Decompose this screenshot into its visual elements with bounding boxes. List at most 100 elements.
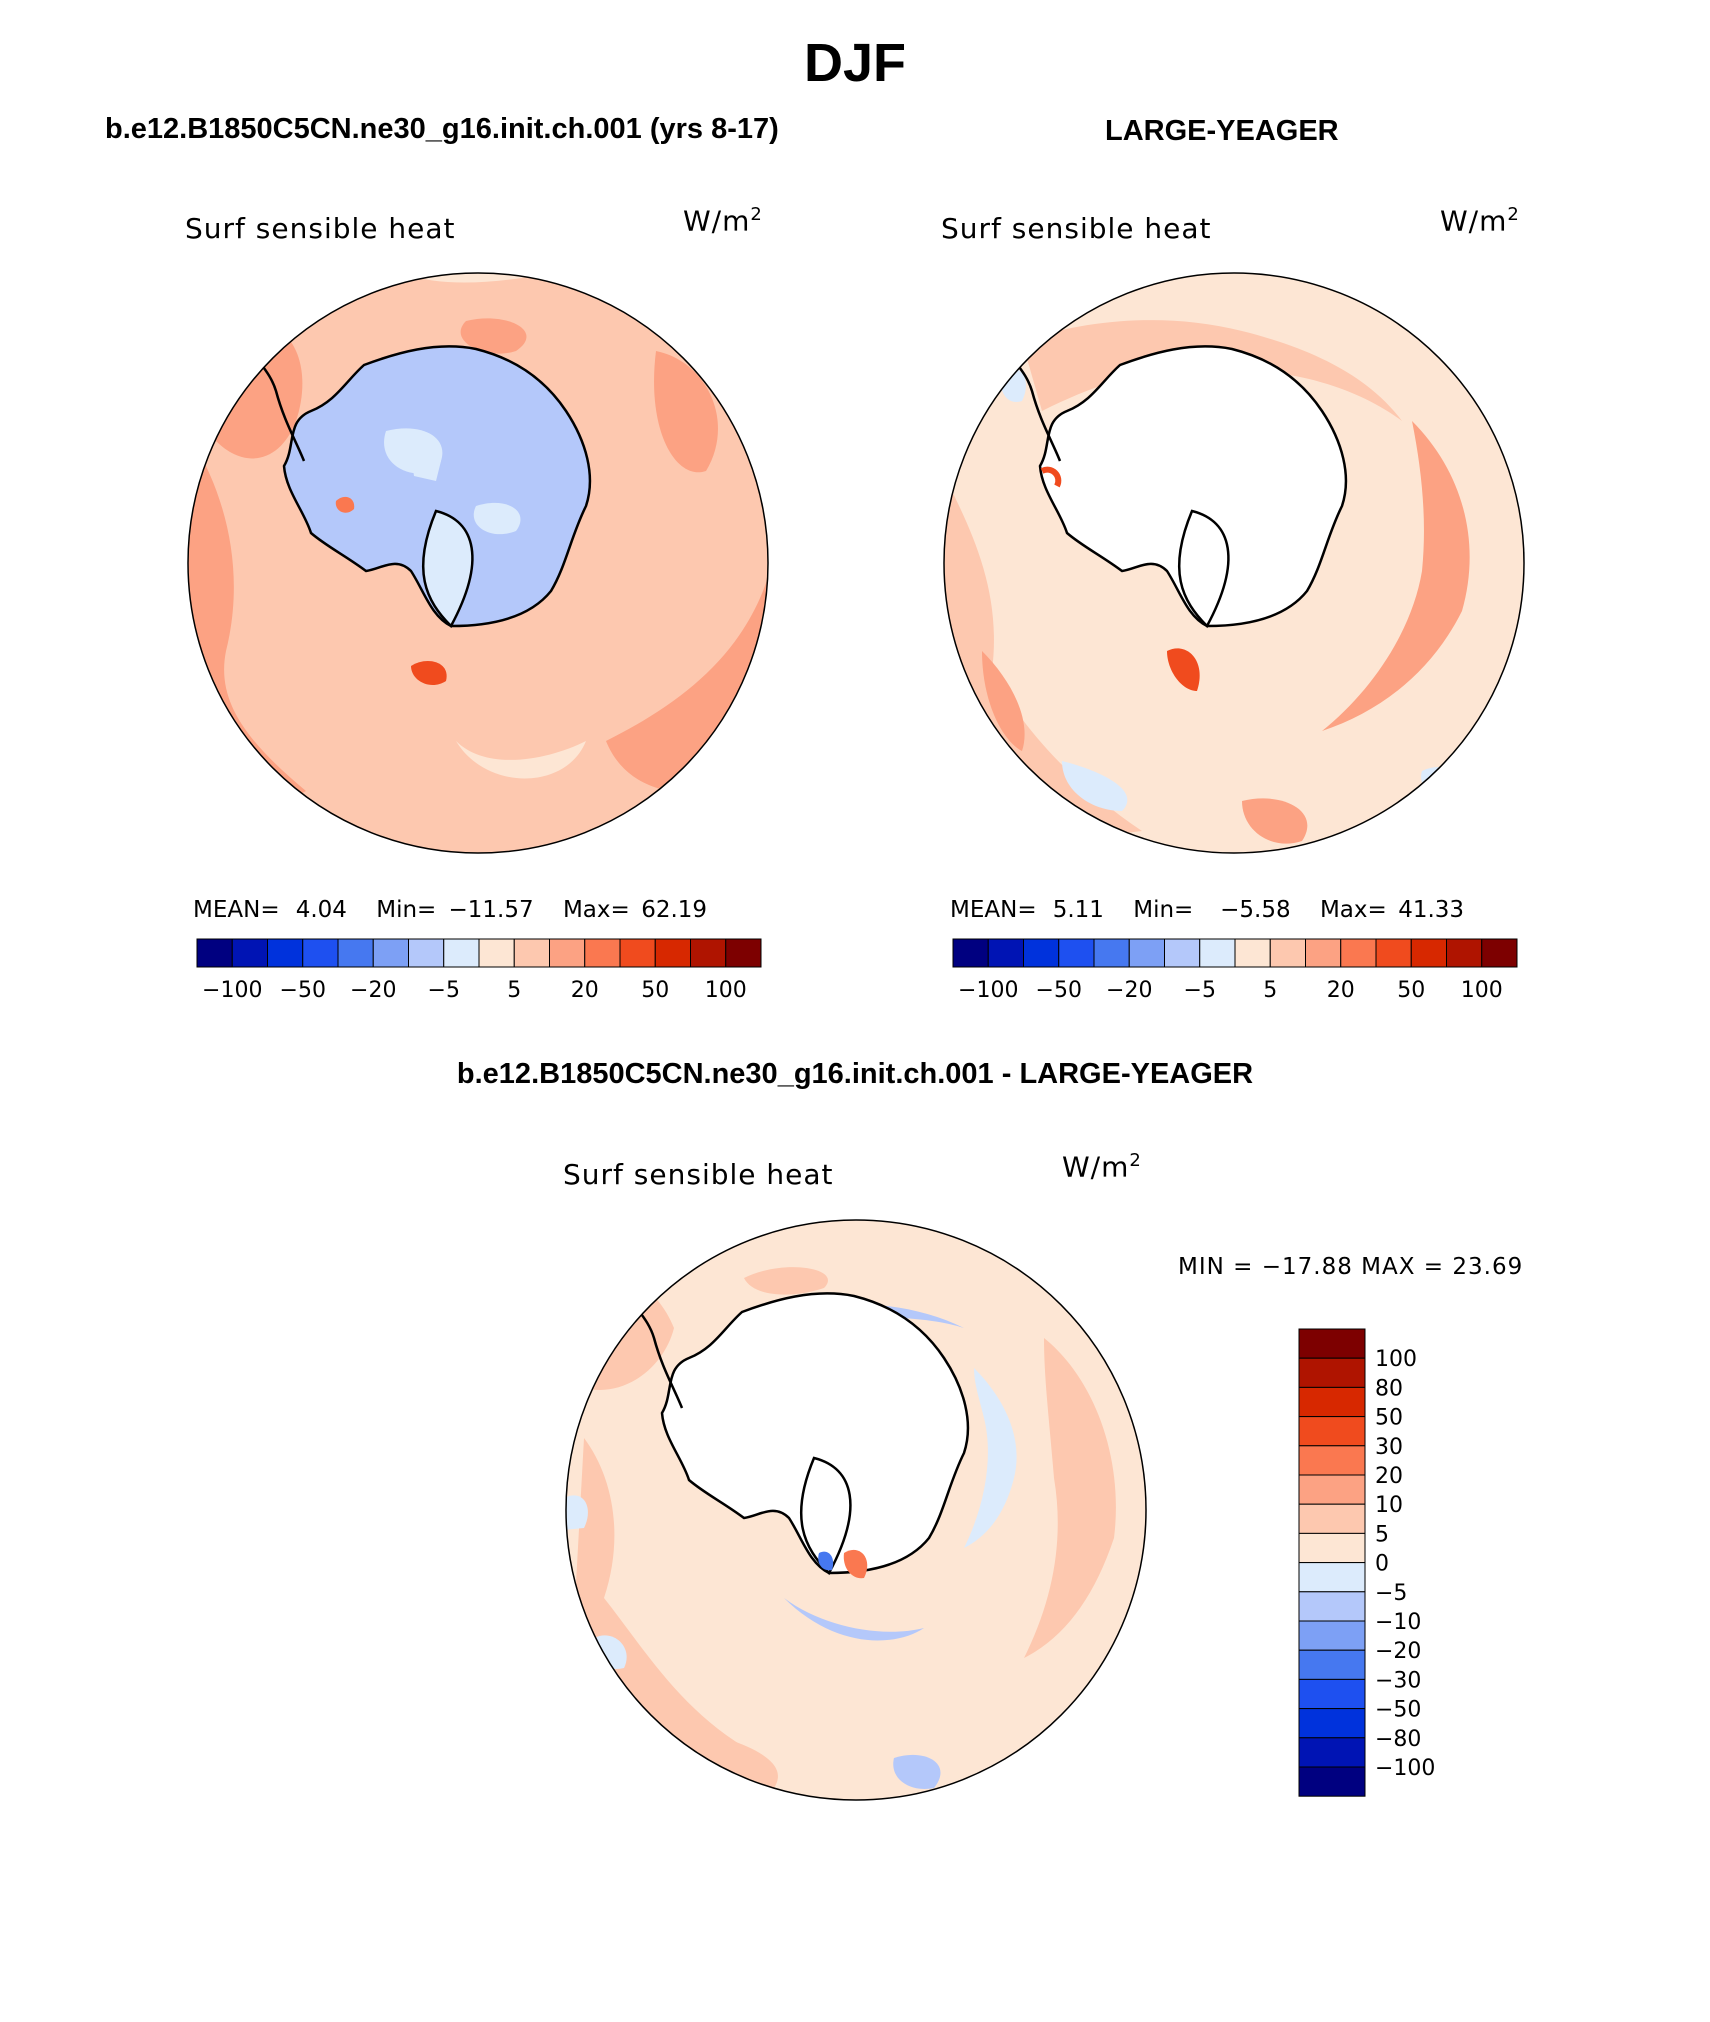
right-mean-value: 5.11 <box>1052 897 1104 923</box>
right-colorbar-label: −5 <box>1184 978 1216 1003</box>
left-colorbar-label: −50 <box>280 978 326 1003</box>
diff-colorbar-box <box>1298 1328 1366 1359</box>
diff-colorbar-label: 100 <box>1375 1347 1417 1372</box>
right-colorbar-box <box>1093 938 1130 968</box>
right-colorbar-box <box>1269 938 1306 968</box>
left-colorbar-label: 20 <box>571 978 599 1003</box>
right-variable-label: Surf sensible heat <box>941 212 1212 245</box>
diff-colorbar-label: 5 <box>1375 1522 1389 1547</box>
left-colorbar-box <box>302 938 339 968</box>
right-colorbar-box <box>1481 938 1518 968</box>
right-colorbar-label: 5 <box>1263 978 1277 1003</box>
diff-colorbar-label: 20 <box>1375 1464 1403 1489</box>
left-min-label: Min= <box>376 897 437 923</box>
diff-colorbar-label: −80 <box>1375 1727 1421 1752</box>
right-colorbar-label: 50 <box>1397 978 1425 1003</box>
diff-colorbar-box <box>1298 1503 1366 1534</box>
diff-colorbar-box <box>1298 1386 1366 1418</box>
right-colorbar-label: −50 <box>1036 978 1082 1003</box>
right-max-label: Max= <box>1319 897 1387 923</box>
left-colorbar-box <box>725 938 762 968</box>
diff-colorbar-box <box>1298 1766 1366 1797</box>
right-colorbar-box <box>1340 938 1377 968</box>
left-colorbar-box <box>654 938 691 968</box>
left-colorbar-box <box>372 938 409 968</box>
left-colorbar-box <box>196 938 233 968</box>
right-colorbar-box <box>1128 938 1165 968</box>
diff-colorbar-box <box>1298 1562 1366 1593</box>
diff-colorbar-label: −30 <box>1375 1668 1421 1693</box>
diff-variable-label: Surf sensible heat <box>563 1158 834 1191</box>
left-colorbar-label: 5 <box>507 978 521 1003</box>
right-colorbar-label: 100 <box>1461 978 1503 1003</box>
right-min-value: −5.58 <box>1220 897 1291 923</box>
left-polar-map <box>187 272 769 854</box>
left-colorbar-label: 100 <box>705 978 747 1003</box>
left-units-label: W/m2 <box>683 204 763 238</box>
left-variable-label: Surf sensible heat <box>185 212 456 245</box>
right-min-label: Min= <box>1133 897 1194 923</box>
diff-colorbar-label: −50 <box>1375 1698 1421 1723</box>
diff-colorbar-label: 80 <box>1375 1376 1403 1401</box>
diff-colorbar-label: 50 <box>1375 1406 1403 1431</box>
page-title: DJF <box>803 33 906 93</box>
diff-colorbar-box <box>1298 1737 1366 1768</box>
right-mean-label: MEAN= <box>950 897 1037 923</box>
diff-colorbar-box <box>1298 1620 1366 1651</box>
right-colorbar-box <box>1164 938 1201 968</box>
right-colorbar-box <box>1234 938 1271 968</box>
diff-case-title: b.e12.B1850C5CN.ne30_g16.init.ch.001 - L… <box>456 1058 1254 1090</box>
left-colorbar-box <box>690 938 727 968</box>
left-colorbar-label: −100 <box>202 978 262 1003</box>
diff-units-label: W/m2 <box>1062 1150 1142 1184</box>
right-units-label: W/m2 <box>1440 204 1520 238</box>
right-stats: MEAN= 5.11 Min= −5.58 Max= 41.33 <box>950 897 1520 923</box>
diff-colorbar-box <box>1298 1474 1366 1505</box>
right-colorbar-label: 20 <box>1327 978 1355 1003</box>
left-min-value: −11.57 <box>448 897 534 923</box>
diff-colorbar-label: −5 <box>1375 1581 1407 1606</box>
left-colorbar-box <box>549 938 586 968</box>
left-case-title: b.e12.B1850C5CN.ne30_g16.init.ch.001 (yr… <box>105 113 779 145</box>
left-mean-label: MEAN= <box>193 897 280 923</box>
right-colorbar-box <box>987 938 1024 968</box>
left-max-label: Max= <box>562 897 630 923</box>
right-colorbar-label: −20 <box>1106 978 1152 1003</box>
left-colorbar: −100 −50 −20 −5 5 20 50 100 <box>196 938 762 1003</box>
diff-colorbar-label: −100 <box>1375 1756 1435 1781</box>
left-colorbar-box <box>231 938 268 968</box>
left-colorbar-box <box>443 938 480 968</box>
left-colorbar-box <box>478 938 515 968</box>
right-colorbar-box <box>952 938 989 968</box>
diff-colorbar-label: 10 <box>1375 1493 1403 1518</box>
right-colorbar-box <box>1305 938 1342 968</box>
right-colorbar-label: −100 <box>958 978 1018 1003</box>
left-colorbar-box <box>584 938 621 968</box>
diff-colorbar-box <box>1298 1416 1366 1447</box>
left-colorbar-box <box>619 938 656 968</box>
right-case-title: LARGE-YEAGER <box>1105 115 1339 147</box>
left-colorbar-box <box>408 938 445 968</box>
right-max-value: 41.33 <box>1398 897 1465 923</box>
right-colorbar-box <box>1199 938 1236 968</box>
diff-colorbar-label: 30 <box>1375 1435 1403 1460</box>
diff-colorbar-box <box>1298 1591 1366 1622</box>
left-mean-value: 4.04 <box>295 897 347 923</box>
left-stats: MEAN= 4.04 Min= −11.57 Max= 62.19 <box>193 897 763 923</box>
right-colorbar-box <box>1410 938 1447 968</box>
diff-polar-map <box>565 1219 1147 1801</box>
right-colorbar: −100 −50 −20 −5 5 20 50 100 <box>952 938 1518 1003</box>
left-max-value: 62.19 <box>641 897 708 923</box>
left-colorbar-label: 50 <box>641 978 669 1003</box>
left-colorbar-box <box>337 938 374 968</box>
left-colorbar-label: −20 <box>350 978 396 1003</box>
diff-colorbar-box <box>1298 1445 1366 1476</box>
diff-minmax-label: MIN = −17.88 MAX = 23.69 <box>1178 1254 1524 1280</box>
diff-colorbar-box <box>1298 1532 1366 1564</box>
left-colorbar-box <box>267 938 304 968</box>
diff-colorbar-label: 0 <box>1375 1552 1389 1577</box>
left-colorbar-label: −5 <box>428 978 460 1003</box>
right-colorbar-box <box>1375 938 1412 968</box>
diff-colorbar-label: −10 <box>1375 1610 1421 1635</box>
